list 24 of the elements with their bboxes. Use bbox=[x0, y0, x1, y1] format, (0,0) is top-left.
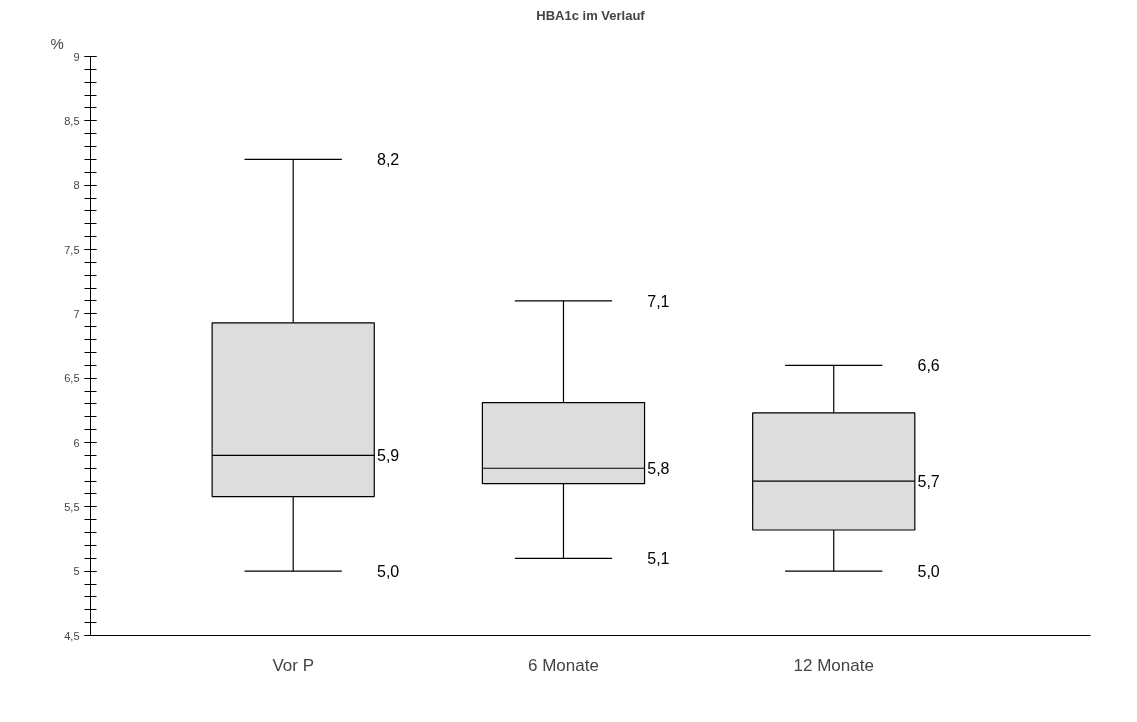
y-tick-label: 9 bbox=[73, 50, 80, 63]
annotation: 6,6 bbox=[917, 357, 940, 375]
annotation: 5,0 bbox=[376, 563, 400, 581]
annotation: 5,7 bbox=[917, 473, 940, 491]
x-tick-label: 12 Monate bbox=[793, 655, 874, 675]
y-tick-label: 6 bbox=[73, 436, 80, 449]
annotation: 8,2 bbox=[376, 151, 400, 169]
annotation: 5,9 bbox=[376, 447, 400, 465]
y-tick-label: 5,5 bbox=[64, 500, 80, 513]
y-tick-label: 8,5 bbox=[64, 114, 80, 127]
y-axis-title: % bbox=[50, 34, 64, 52]
annotation: 7,1 bbox=[647, 292, 670, 310]
y-tick-label: 8 bbox=[73, 179, 80, 192]
y-tick-label: 7,5 bbox=[64, 243, 80, 256]
x-tick-label: Vor P bbox=[272, 655, 315, 675]
y-tick-label: 4,5 bbox=[64, 629, 80, 642]
y-tick-label: 5 bbox=[73, 565, 80, 578]
x-tick-label: 6 Monate bbox=[528, 655, 599, 675]
y-tick-label: 7 bbox=[73, 307, 80, 320]
annotation: 5,1 bbox=[647, 550, 670, 568]
annotation: 5,8 bbox=[647, 460, 670, 478]
chart-title: HBA1c im Verlauf bbox=[536, 7, 646, 23]
y-tick-label: 6,5 bbox=[64, 372, 80, 385]
annotation: 5,0 bbox=[917, 563, 940, 581]
